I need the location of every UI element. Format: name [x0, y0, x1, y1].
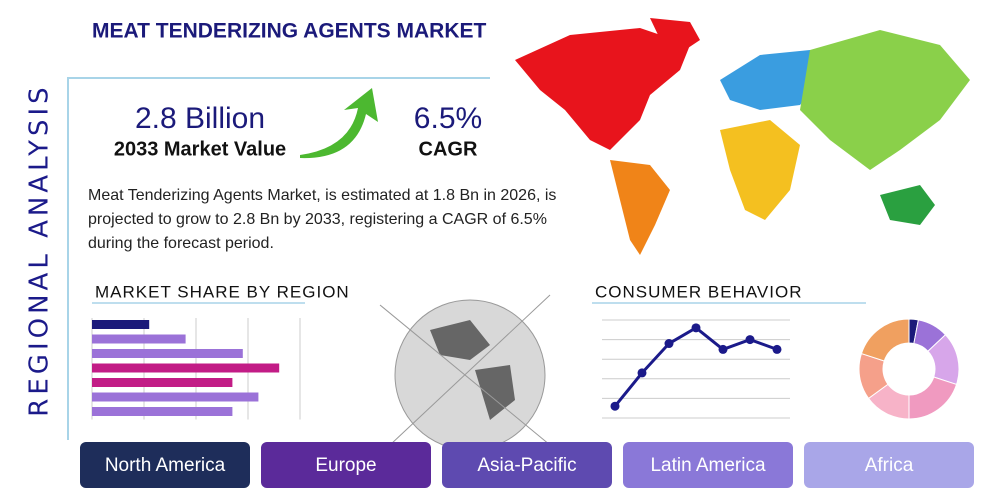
- point: [718, 344, 728, 354]
- region-button[interactable]: [261, 442, 431, 488]
- point: [772, 344, 782, 354]
- cagr-label: CAGR: [419, 138, 478, 160]
- point: [691, 323, 701, 333]
- donut-slice: [860, 318, 910, 362]
- side-label: REGIONAL ANALYSIS: [25, 83, 55, 416]
- region-button[interactable]: [623, 442, 793, 488]
- market-value: 2.8 Billion: [135, 102, 265, 135]
- region-label: Africa: [865, 455, 914, 476]
- market-value-label: 2033 Market Value: [114, 138, 286, 160]
- bar: [92, 349, 243, 358]
- bar: [92, 320, 150, 329]
- region-label: Europe: [315, 455, 376, 476]
- region-button[interactable]: [442, 442, 612, 488]
- cagr: 6.5%: [414, 102, 482, 135]
- region-label: Latin America: [650, 455, 766, 476]
- bar: [92, 392, 259, 402]
- region-label: North America: [105, 455, 226, 476]
- point: [745, 335, 755, 345]
- point: [664, 339, 674, 349]
- description: Meat Tenderizing Agents Market, is estim…: [88, 187, 557, 252]
- point: [637, 368, 647, 378]
- region-button[interactable]: [804, 442, 974, 488]
- section-title: CONSUMER BEHAVIOR: [595, 282, 803, 301]
- region-button[interactable]: [80, 442, 250, 488]
- globe-network: [379, 294, 551, 451]
- region-label: Asia-Pacific: [477, 455, 576, 476]
- growth-arrow: [300, 88, 378, 159]
- frame: [67, 77, 490, 440]
- title: MEAT TENDERIZING AGENTS MARKET: [92, 20, 486, 43]
- world-map: [515, 18, 970, 255]
- donut-slice: [908, 376, 958, 420]
- description-box: Meat Tenderizing Agents Market, is estim…: [88, 187, 557, 252]
- section-title: MARKET SHARE BY REGION: [95, 282, 350, 301]
- bar: [92, 334, 186, 344]
- bar: [92, 378, 233, 387]
- bar: [92, 407, 233, 416]
- bar: [92, 363, 280, 373]
- point: [610, 401, 620, 411]
